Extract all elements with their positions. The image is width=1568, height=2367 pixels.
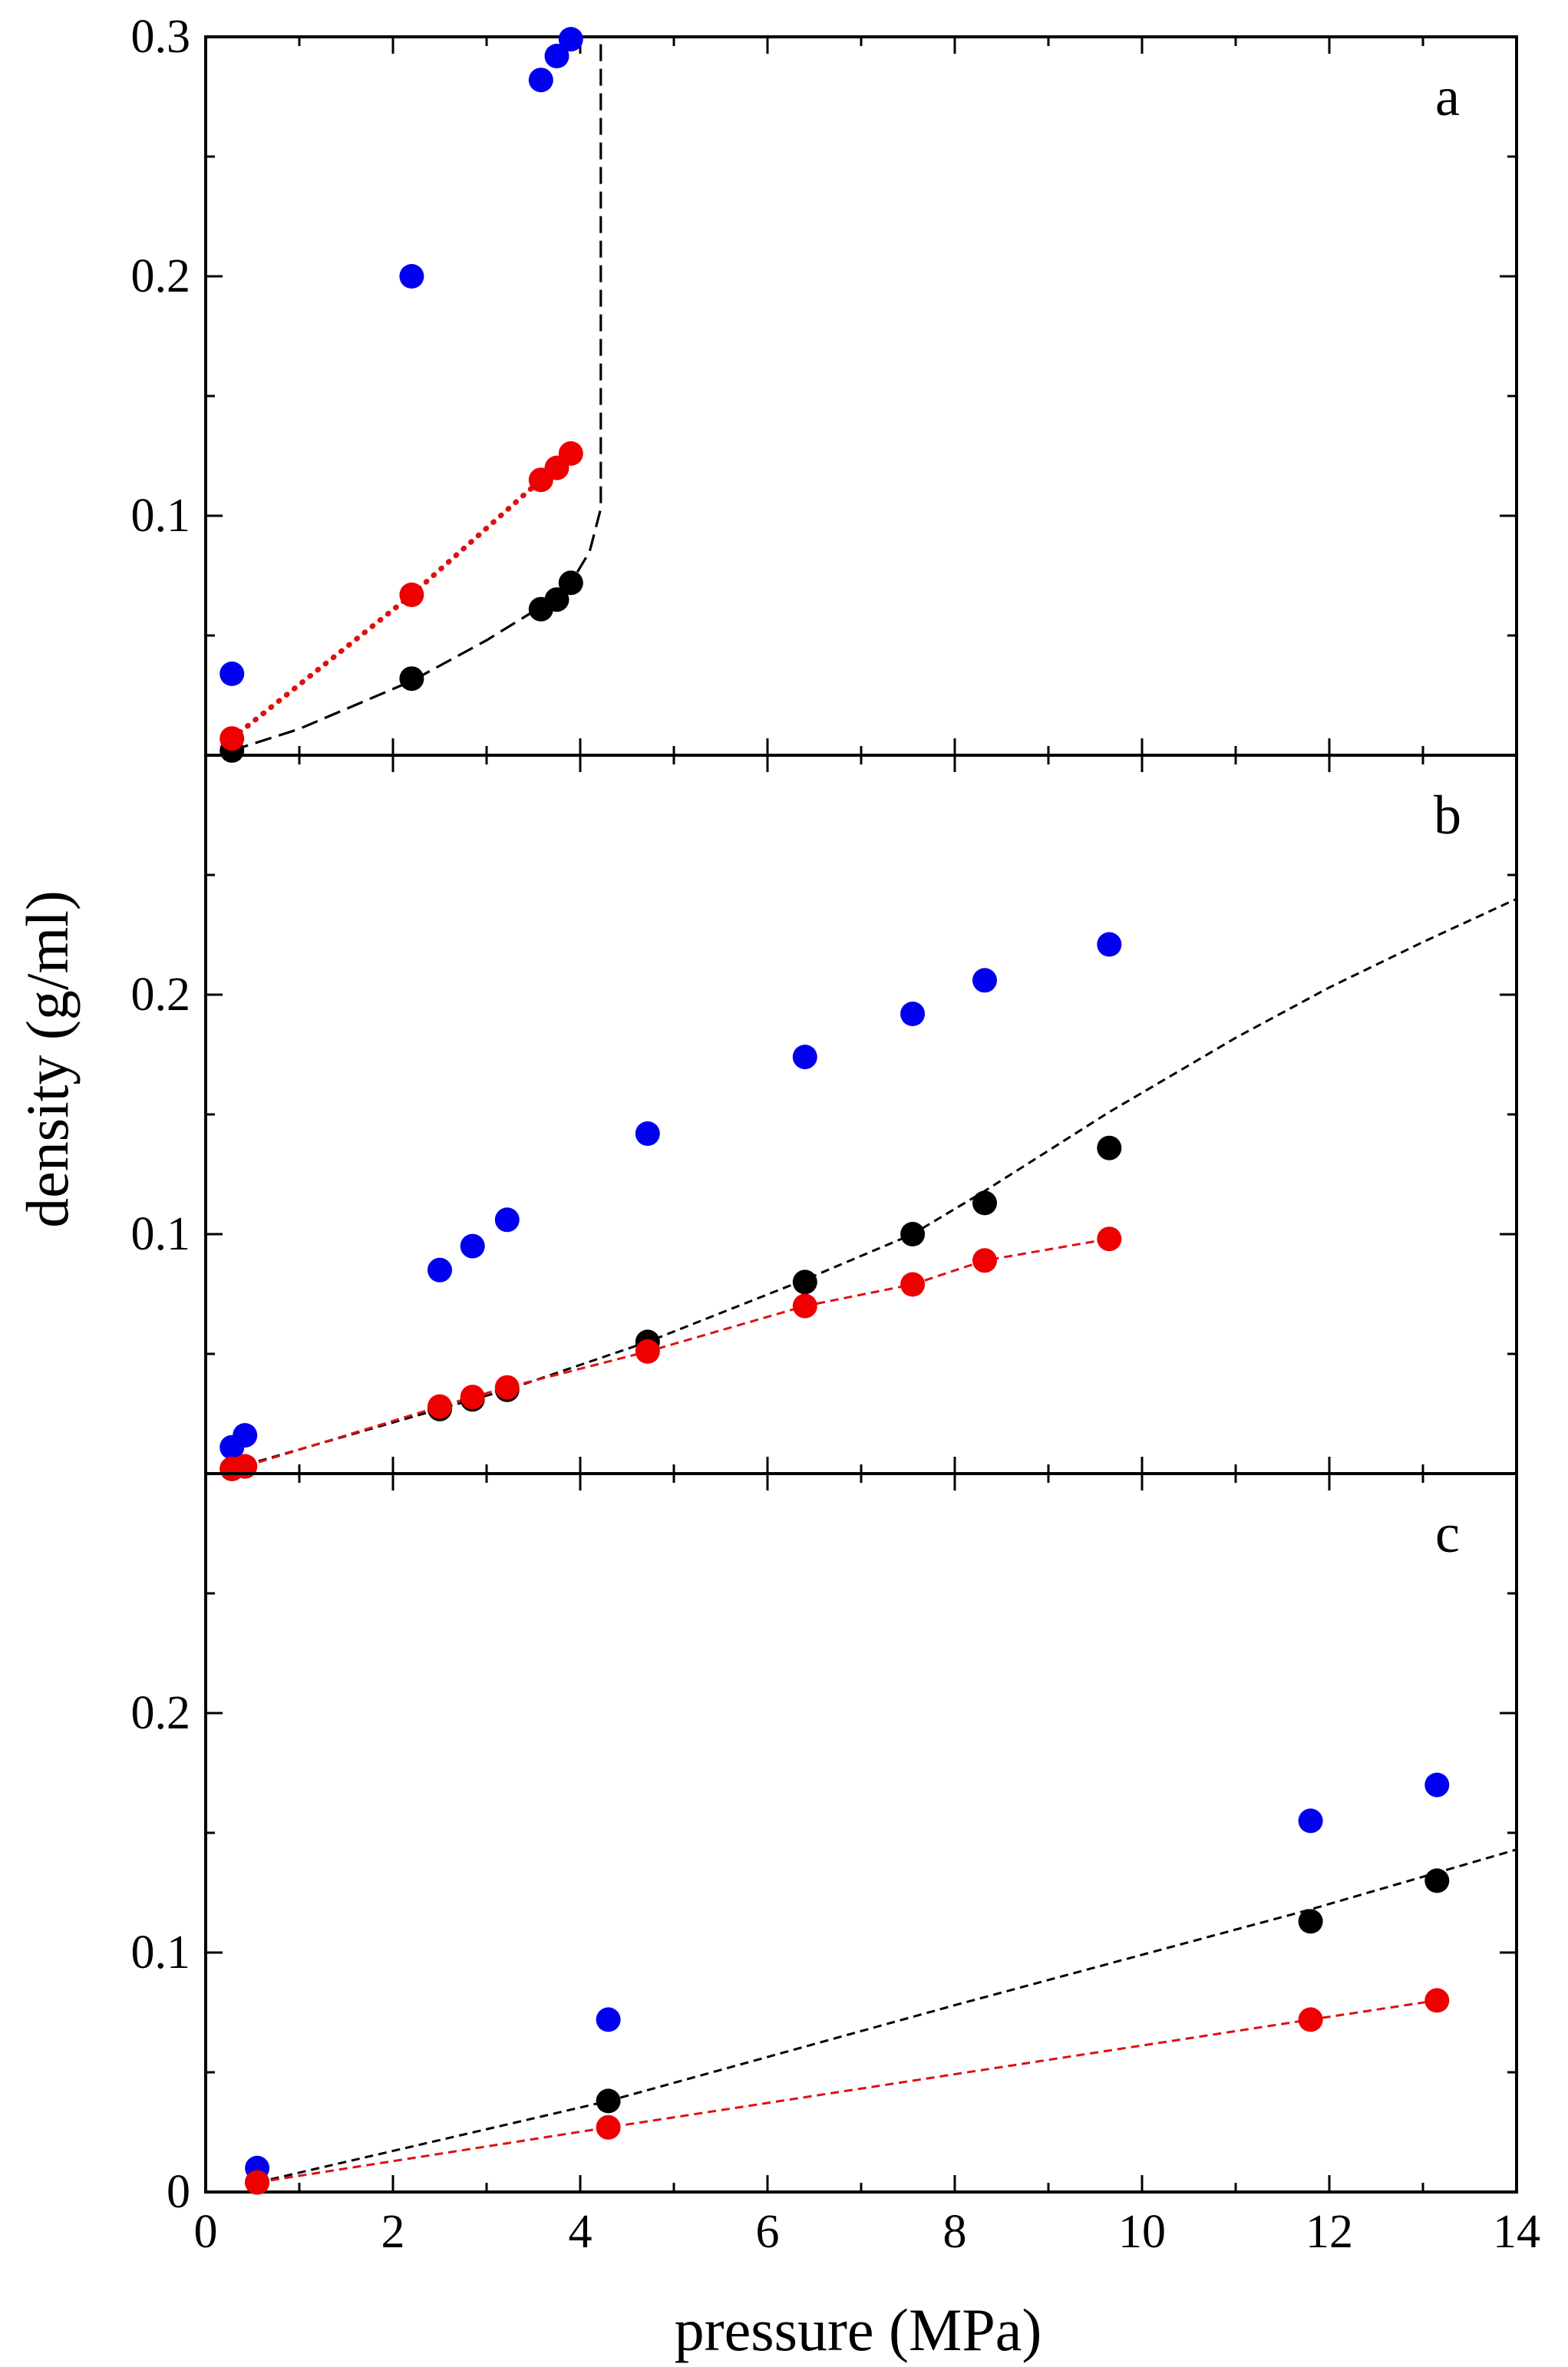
y-tick-label: 0.2: [131, 1687, 191, 1739]
data-point-red: [220, 726, 245, 751]
data-point-blue: [792, 1045, 817, 1070]
x-axis-title: pressure (MPa): [675, 2296, 1042, 2363]
data-point-red: [245, 2170, 270, 2195]
data-point-red: [1298, 2007, 1323, 2032]
panel-label-c: c: [1435, 1503, 1460, 1564]
data-point-red: [427, 1394, 452, 1419]
data-point-black: [972, 1190, 997, 1216]
x-tick-label: 0: [194, 2206, 218, 2258]
data-point-black: [1298, 1909, 1323, 1934]
y-tick-label: 0.2: [131, 969, 191, 1021]
panel-label-b: b: [1434, 784, 1461, 846]
data-point-red: [972, 1248, 997, 1273]
data-point-black: [1424, 1868, 1450, 1893]
data-point-blue: [558, 27, 583, 52]
y-tick-label: 0.1: [131, 1926, 191, 1979]
y-tick-label: 0.1: [131, 490, 191, 542]
data-point-blue: [494, 1207, 520, 1233]
x-tick-label: 6: [756, 2206, 780, 2258]
data-point-blue: [233, 1423, 258, 1448]
y-axis-title: density (g/ml): [14, 890, 81, 1228]
y-tick-label: 0.2: [131, 250, 191, 302]
data-point-blue: [635, 1121, 660, 1146]
fit-line-black_line: [231, 37, 602, 752]
data-point-blue: [399, 264, 424, 289]
data-point-red: [399, 583, 424, 607]
data-point-black: [558, 570, 583, 596]
data-point-red: [792, 1293, 817, 1319]
data-point-blue: [1424, 1772, 1450, 1798]
fit-line-black_line: [231, 897, 1517, 1471]
plot-frame-a: [204, 35, 1518, 757]
data-point-black: [544, 587, 569, 612]
data-point-red: [494, 1375, 520, 1400]
data-point-red: [558, 441, 583, 466]
data-point-red: [1424, 1988, 1450, 2013]
panel-c: 0 0.1 0.2 c: [131, 1472, 1518, 2218]
x-tick-label: 2: [381, 2206, 405, 2258]
data-point-black: [792, 1269, 817, 1295]
fit-line-red_line: [231, 1237, 1110, 1471]
x-tick-label: 8: [943, 2206, 967, 2258]
fit-line-red_line: [256, 1999, 1438, 2184]
y-tick-label: 0: [167, 2166, 190, 2218]
data-point-blue: [1097, 932, 1122, 957]
x-tick-label: 4: [569, 2206, 593, 2258]
x-tick-label: 14: [1493, 2206, 1540, 2258]
data-point-red: [900, 1272, 926, 1297]
data-point-red: [460, 1385, 485, 1410]
data-point-red: [635, 1339, 660, 1364]
panel-a: 0.1 0.2 0.3 a: [131, 11, 1518, 763]
data-point-blue: [1298, 1808, 1323, 1834]
data-point-black: [900, 1222, 926, 1246]
data-point-blue: [596, 2007, 621, 2032]
data-point-red: [596, 2114, 621, 2140]
panel-b: 0.1 0.2 b: [131, 754, 1518, 1481]
data-point-black: [596, 2088, 621, 2114]
x-tick-label: 10: [1118, 2206, 1166, 2258]
fit-line-black_line: [256, 1848, 1517, 2184]
data-point-black: [1097, 1135, 1122, 1160]
y-tick-label: 0.1: [131, 1208, 191, 1260]
data-point-blue: [900, 1002, 926, 1026]
x-tick-label: 12: [1306, 2206, 1353, 2258]
data-point-blue: [528, 68, 553, 93]
data-point-blue: [427, 1257, 452, 1283]
data-point-blue: [972, 968, 997, 993]
panel-label-a: a: [1435, 66, 1460, 127]
data-point-blue: [220, 661, 245, 686]
data-point-black: [399, 666, 424, 692]
data-point-blue: [460, 1233, 485, 1259]
panels: 0.1 0.2 0.3 a 0.1 0.2 b 0 0.1 0.2 c 0 2 4 6 8 10 12 14: [131, 11, 1541, 2258]
plot-frame-b: [204, 754, 1518, 1475]
y-tick-label: 0.3: [131, 11, 191, 63]
data-point-blue: [544, 44, 569, 68]
data-point-red: [1097, 1226, 1122, 1252]
plot-frame-c: [204, 1472, 1518, 2194]
